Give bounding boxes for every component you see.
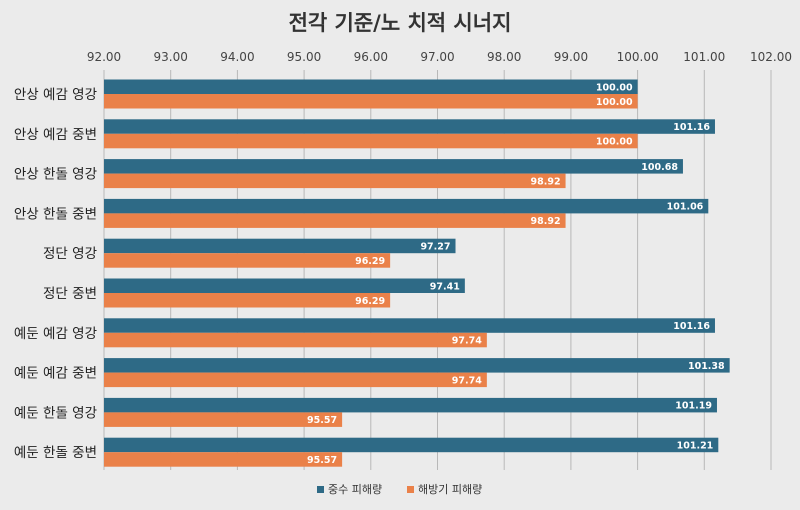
bar-series-2 [104,293,391,308]
x-tick-label: 100.00 [617,50,659,64]
data-label: 97.27 [420,241,450,252]
data-label: 100.68 [641,162,678,173]
data-label: 100.00 [596,137,633,148]
data-label: 100.00 [596,97,633,108]
data-label: 96.29 [355,256,385,267]
legend-label: 해방기 피해량 [418,482,482,496]
bar-series-2 [104,173,566,189]
data-label: 95.57 [307,455,337,466]
bar-series-1 [104,79,638,94]
bar-series-1 [104,358,730,373]
data-label: 98.92 [531,216,561,227]
bar-series-2 [104,452,343,467]
bar-series-1 [104,278,465,293]
data-label: 101.19 [675,401,712,412]
legend-label: 중수 피해량 [328,482,382,496]
category-label: 예둔 예감 영강 [14,326,97,342]
data-label: 101.21 [677,440,714,451]
data-label: 100.00 [596,82,633,93]
bar-series-2 [104,332,487,348]
category-label: 안상 한돌 중변 [14,206,97,222]
x-tick-label: 93.00 [154,50,188,64]
bar-series-1 [104,198,709,214]
bar-series-1 [104,437,719,453]
x-tick-label: 99.00 [554,50,588,64]
legend-swatch [407,486,414,493]
data-label: 98.92 [531,176,561,187]
data-label: 95.57 [307,415,337,426]
bar-series-2 [104,253,391,268]
data-label: 101.16 [673,122,710,133]
data-label: 101.16 [673,321,710,332]
bar-series-1 [104,119,715,134]
bar-series-2 [104,412,343,427]
bars: 100.00 100.00 101.16 100.00 100.68 98.92 101.0… [104,79,730,467]
bar-series-1 [104,397,717,413]
bar-series-1 [104,318,715,333]
bar-series-1 [104,238,456,254]
bar-series-1 [104,159,683,174]
category-label: 안상 예감 중변 [14,127,97,143]
data-label: 97.74 [452,336,482,347]
x-tick-label: 94.00 [220,50,254,64]
data-label: 97.74 [452,375,482,386]
bar-series-2 [104,94,638,109]
chart-title: 전각 기준/노 치적 시너지 [289,11,512,35]
category-label: 정단 중변 [43,286,97,302]
bar-series-2 [104,372,487,388]
category-label: 안상 예감 영강 [14,87,97,103]
x-axis-ticks: 92.00 93.00 94.00 95.00 96.00 97.00 98.00 99.00… [87,50,792,64]
data-label: 96.29 [355,296,385,307]
legend: 중수 피해량 해방기 피해량 [317,482,482,496]
data-label: 101.06 [667,202,704,213]
bar-series-2 [104,213,566,228]
x-tick-label: 95.00 [287,50,321,64]
x-tick-label: 97.00 [420,50,454,64]
x-tick-label: 101.00 [683,50,725,64]
x-tick-label: 96.00 [354,50,388,64]
data-label: 101.38 [688,361,725,372]
x-tick-label: 92.00 [87,50,121,64]
category-label: 예둔 예감 중변 [14,366,97,382]
bar-series-2 [104,133,638,149]
category-label: 안상 한돌 영강 [14,167,97,183]
x-tick-label: 98.00 [487,50,521,64]
category-label: 예둔 한돌 영강 [14,405,97,421]
x-tick-label: 102.00 [750,50,792,64]
legend-swatch [317,486,324,493]
category-label: 정단 영강 [43,246,97,262]
data-label: 97.41 [430,281,460,292]
category-label: 예둔 한돌 중변 [14,445,97,461]
